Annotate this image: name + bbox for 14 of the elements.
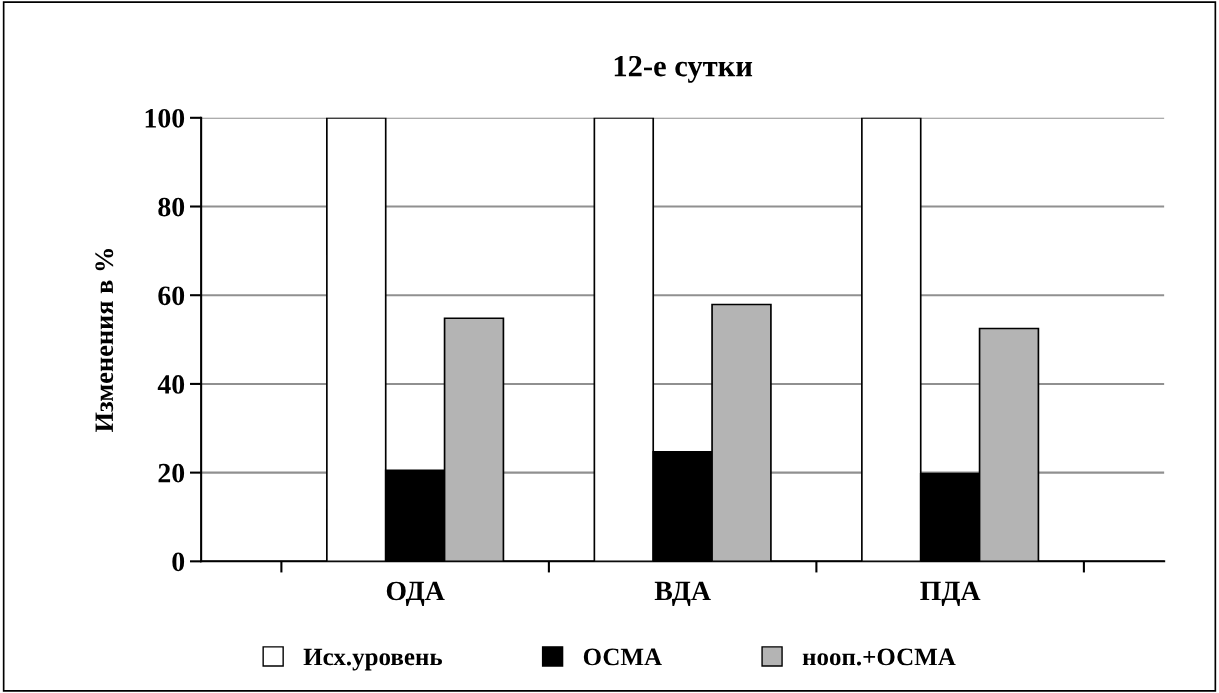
y-axis-title: Изменения в % xyxy=(95,249,114,433)
chart-title: 12-е сутки xyxy=(614,55,753,83)
y-tick-label: 60 xyxy=(158,286,185,306)
legend-label: нооп.+ОСМА xyxy=(802,648,956,666)
y-tick-label: 100 xyxy=(145,108,185,128)
x-tick-label: ОДА xyxy=(386,581,445,606)
y-tick-label: 40 xyxy=(157,375,185,394)
legend-label: ОСМА xyxy=(583,648,662,666)
legend-label: Исх.уровень xyxy=(303,648,442,671)
y-tick-label: 0 xyxy=(172,552,185,572)
x-tick-label: ПДА xyxy=(920,581,981,606)
y-tick-label: 20 xyxy=(158,463,185,483)
y-tick-label: 80 xyxy=(158,197,185,217)
x-tick-label: ВДА xyxy=(654,581,711,606)
